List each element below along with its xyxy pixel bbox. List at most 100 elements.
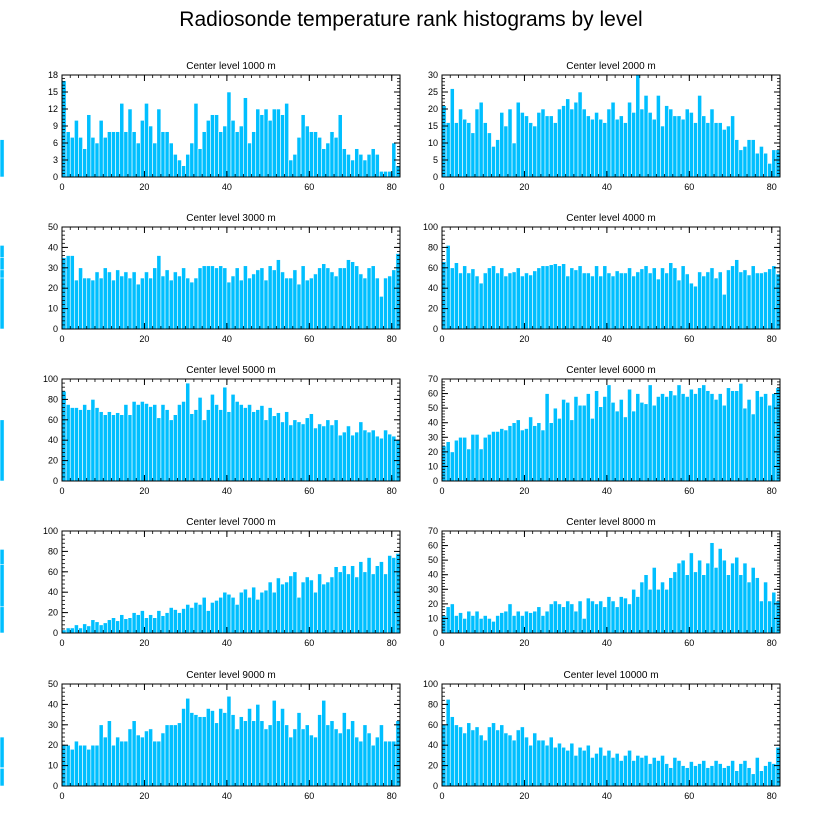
histogram-bar: [610, 757, 616, 787]
histogram-bar: [470, 729, 476, 787]
histogram-bar: [304, 576, 310, 634]
histogram-bar: [210, 710, 215, 787]
histogram-bar: [759, 146, 764, 178]
histogram-bar: [763, 765, 768, 787]
histogram-bar: [660, 267, 665, 330]
x-tick-label: 40: [222, 486, 232, 496]
histogram-bar: [466, 272, 472, 330]
histogram-bar: [181, 608, 186, 634]
x-tick-label: 40: [222, 638, 232, 648]
y-tick-label: 50: [428, 403, 438, 413]
histogram-bar: [102, 622, 108, 634]
histogram-bar: [271, 108, 277, 178]
x-tick-label: 60: [684, 791, 694, 801]
histogram-bar: [660, 581, 665, 634]
histogram-bar: [684, 574, 690, 634]
histogram-bar: [623, 122, 628, 178]
histogram-bar: [300, 114, 306, 178]
histogram-bar: [296, 283, 302, 330]
histogram-bar: [668, 108, 674, 178]
histogram-bar: [478, 618, 484, 634]
histogram-bar: [520, 429, 525, 482]
histogram-bar: [197, 148, 203, 178]
histogram-bar: [74, 407, 79, 482]
histogram-bar: [581, 272, 587, 330]
histogram-bar: [759, 600, 764, 634]
histogram-bar: [115, 736, 121, 787]
histogram-bar: [540, 615, 546, 634]
histogram-bar: [606, 108, 612, 178]
histogram-bar: [218, 131, 224, 178]
histogram-bar: [317, 714, 322, 787]
histogram-bar: [462, 265, 468, 330]
x-tick-label: 80: [387, 334, 397, 344]
histogram-bar: [193, 714, 199, 787]
histogram-bar: [255, 269, 261, 330]
histogram-bar: [520, 275, 525, 330]
histogram-bar: [358, 421, 364, 482]
y-tick-label: 0: [433, 476, 438, 486]
histogram-bar: [267, 581, 273, 634]
histogram-bar: [205, 409, 211, 482]
histogram-bar: [346, 154, 351, 178]
histogram-bar: [0, 606, 5, 634]
x-tick-label: 20: [519, 182, 529, 192]
histogram-bar: [487, 726, 492, 787]
histogram-bar: [693, 393, 698, 482]
y-tick-label: 40: [428, 570, 438, 580]
histogram-bar: [738, 271, 744, 330]
histogram-bar: [152, 404, 158, 482]
histogram-bar: [259, 591, 265, 634]
histogram-bar: [370, 744, 376, 787]
histogram-bar: [709, 765, 715, 787]
histogram-bar: [119, 740, 125, 787]
histogram-bar: [127, 728, 133, 787]
histogram-bar: [74, 120, 79, 178]
histogram-bar: [374, 565, 380, 634]
panel-title: Center level 10000 m: [563, 670, 658, 681]
histogram-bar: [750, 567, 756, 634]
y-tick-label: 60: [428, 720, 438, 730]
histogram-bar: [532, 610, 538, 634]
histogram-bar: [325, 267, 331, 330]
plot-frame: [61, 226, 401, 330]
histogram-bar: [156, 417, 162, 482]
histogram-bar: [78, 137, 83, 178]
histogram-bar: [656, 396, 661, 482]
histogram-bar: [664, 763, 670, 787]
x-tick-label: 80: [387, 791, 397, 801]
y-tick-label: 0: [53, 781, 58, 791]
histogram-bar: [189, 607, 195, 634]
histogram-bar: [160, 131, 166, 178]
histogram-bar: [573, 269, 579, 330]
histogram-bar: [585, 115, 591, 178]
x-tick-label: 80: [767, 334, 777, 344]
histogram-bar: [445, 606, 451, 634]
histogram-bar: [168, 724, 174, 787]
x-tick-label: 0: [59, 791, 64, 801]
histogram-bar: [102, 736, 108, 787]
histogram-bar: [759, 770, 764, 787]
histogram-bar: [74, 279, 79, 330]
histogram-bar: [119, 614, 125, 634]
histogram-bar: [705, 562, 711, 634]
histogram-bar: [713, 567, 719, 634]
x-tick-label: 60: [684, 182, 694, 192]
histogram-bar: [304, 724, 310, 787]
histogram-bar: [445, 122, 451, 178]
histogram-bar: [730, 562, 735, 634]
histogram-bar: [210, 393, 215, 482]
histogram-bar: [354, 148, 360, 178]
y-tick-label: 40: [48, 242, 58, 252]
histogram-bar: [214, 114, 219, 178]
histogram-bar: [660, 125, 665, 178]
histogram-bar: [205, 120, 211, 178]
histogram-bar: [341, 431, 347, 482]
y-tick-label: 100: [43, 526, 58, 536]
histogram-bar: [82, 148, 88, 178]
histogram-bar: [528, 416, 533, 482]
histogram-bar: [251, 586, 257, 634]
histogram-bar: [536, 739, 542, 787]
histogram-bar: [561, 263, 566, 330]
histogram-bar: [65, 131, 71, 178]
